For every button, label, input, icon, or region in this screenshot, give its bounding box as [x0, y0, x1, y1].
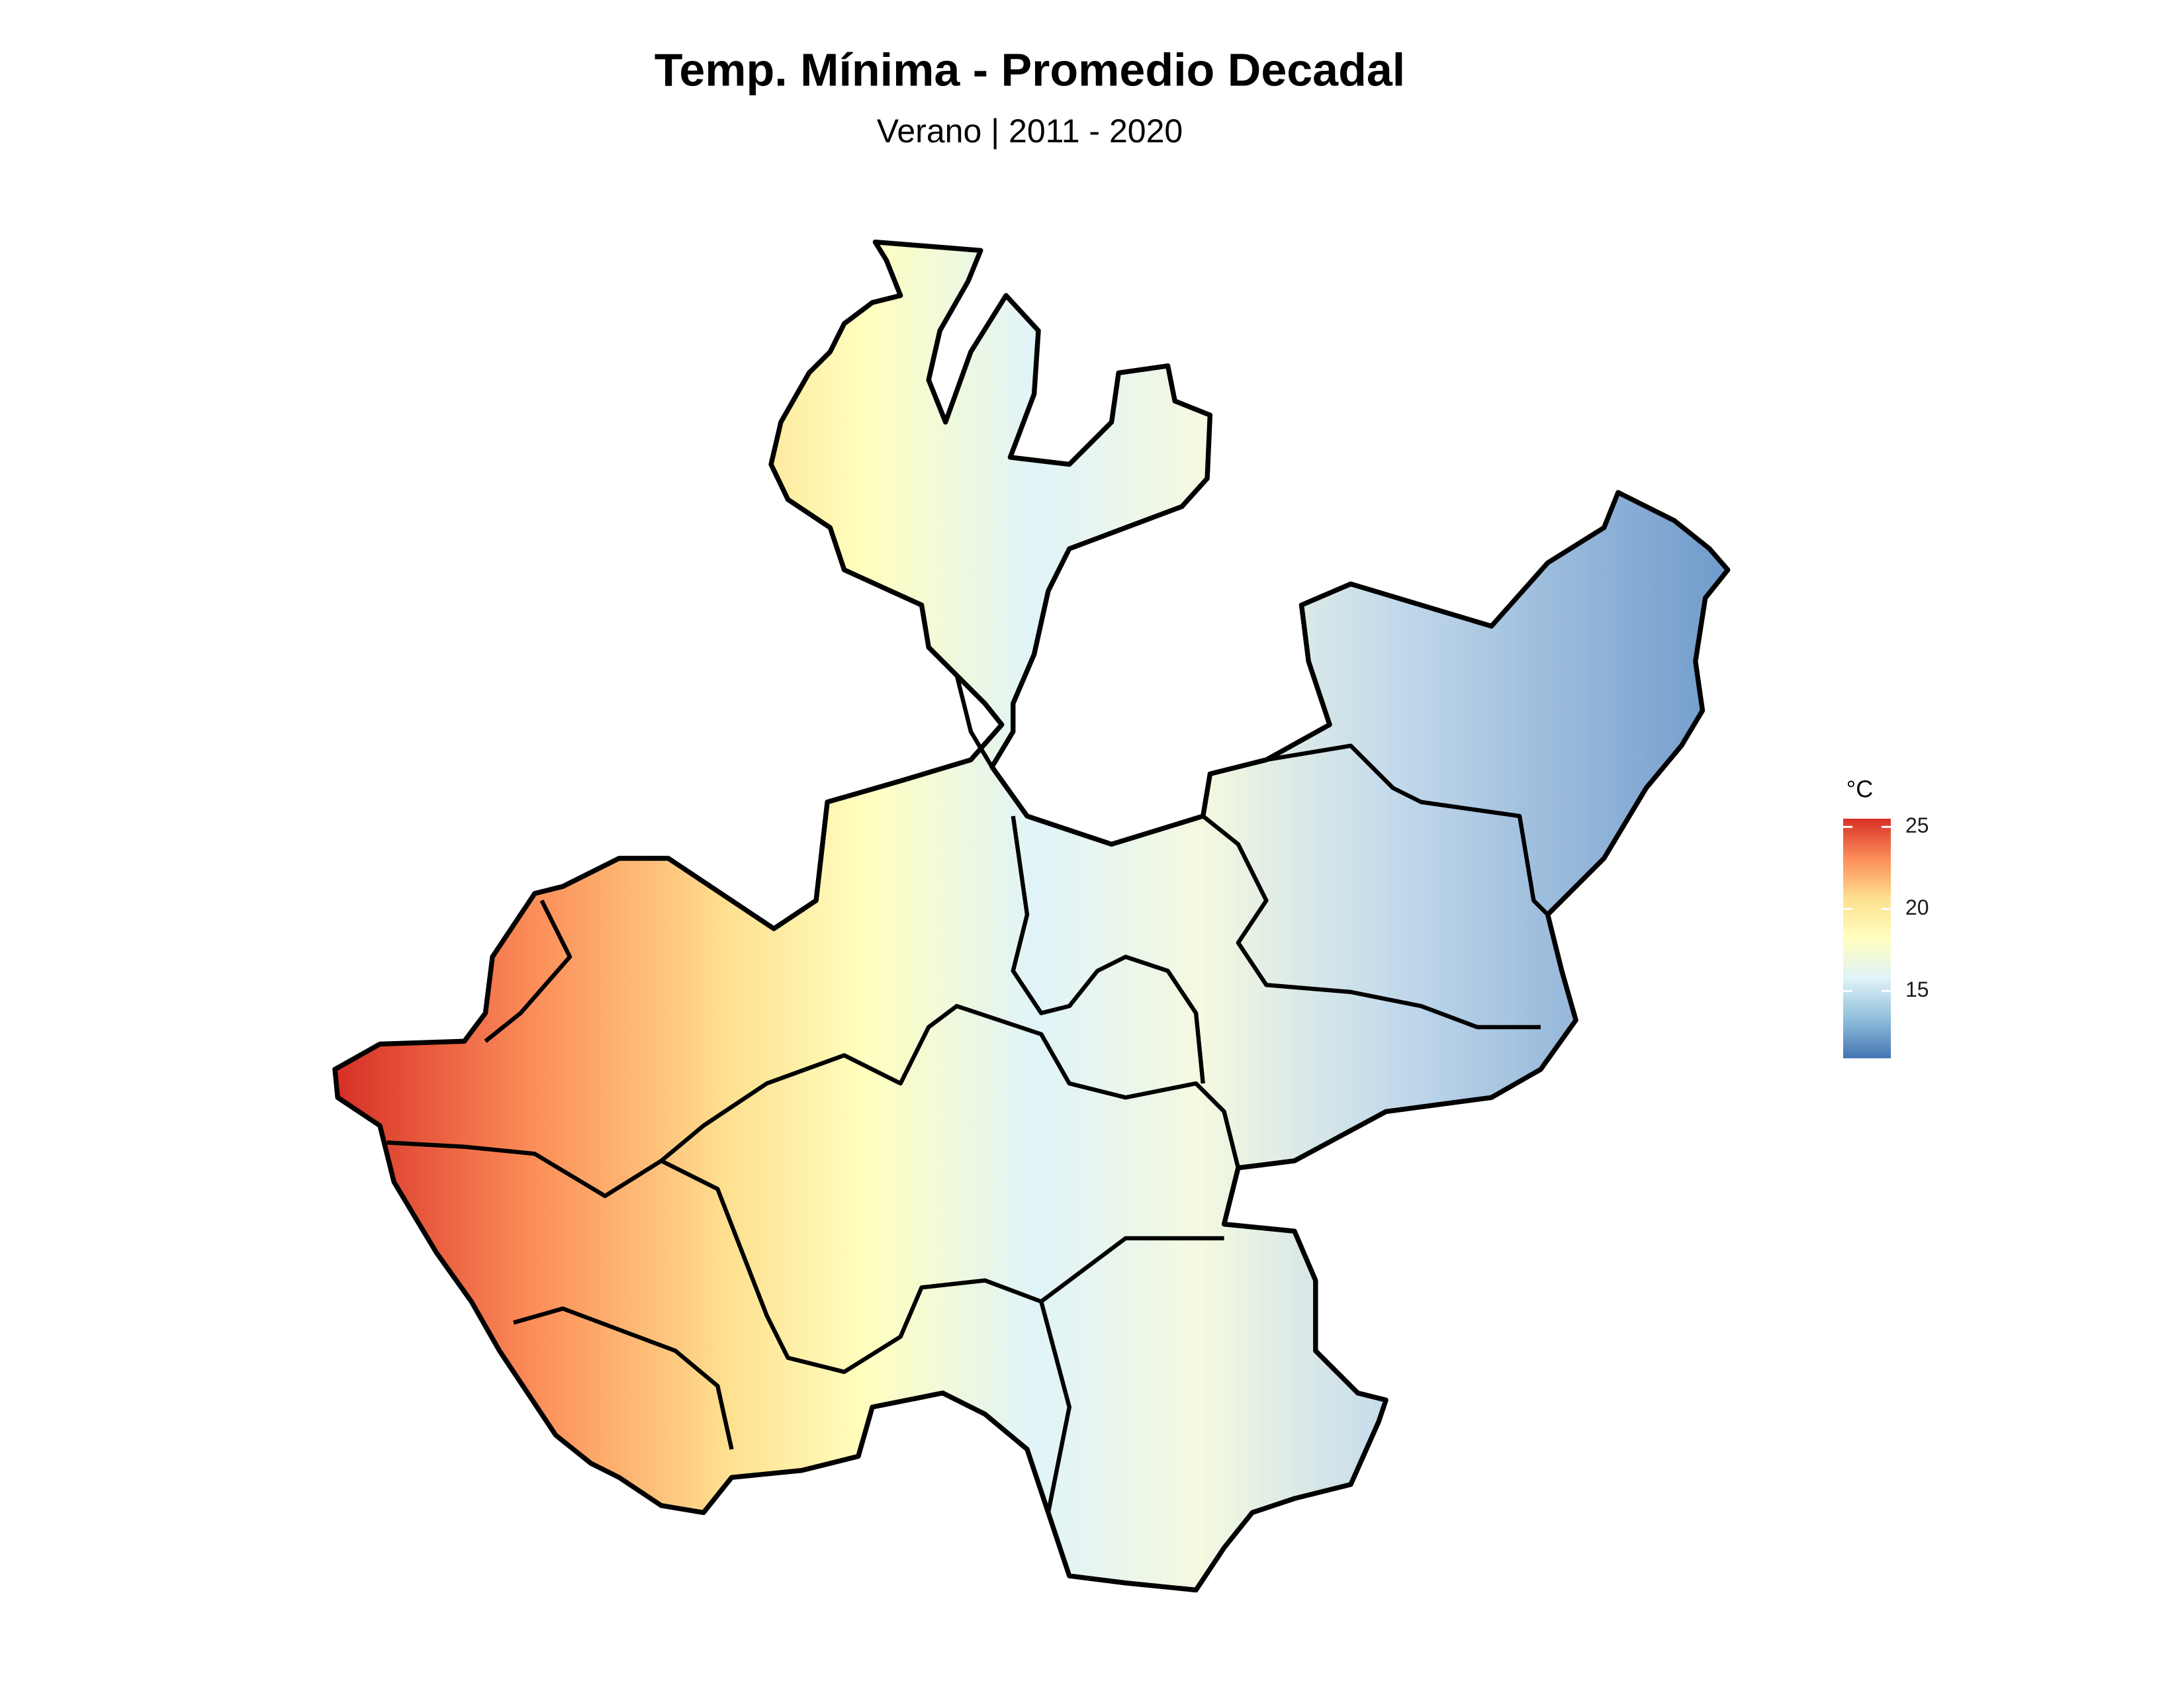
- region-border: [1039, 1301, 1071, 1514]
- region-borders: [387, 674, 1549, 1514]
- region-border: [387, 1140, 1224, 1375]
- region-border: [1011, 815, 1205, 1084]
- region-border: [484, 899, 572, 1043]
- region-border: [513, 1306, 734, 1450]
- region-border: [954, 674, 994, 768]
- colorbar-tick-label: 20: [1905, 895, 1929, 919]
- region-border: [1201, 814, 1541, 1030]
- state-map: [332, 239, 1731, 1593]
- region-border: [1265, 743, 1549, 917]
- map-subtitle: Verano | 2011 - 2020: [877, 113, 1183, 150]
- colorbar: [1843, 819, 1891, 1058]
- legend-title: °C: [1846, 776, 1873, 803]
- region-border: [660, 1003, 1240, 1169]
- map-title: Temp. Mínima - Promedio Decadal: [655, 44, 1406, 95]
- colorbar-tick-label: 25: [1905, 813, 1929, 837]
- colorbar-tick-label: 15: [1905, 978, 1929, 1001]
- state-area: [332, 239, 1731, 1593]
